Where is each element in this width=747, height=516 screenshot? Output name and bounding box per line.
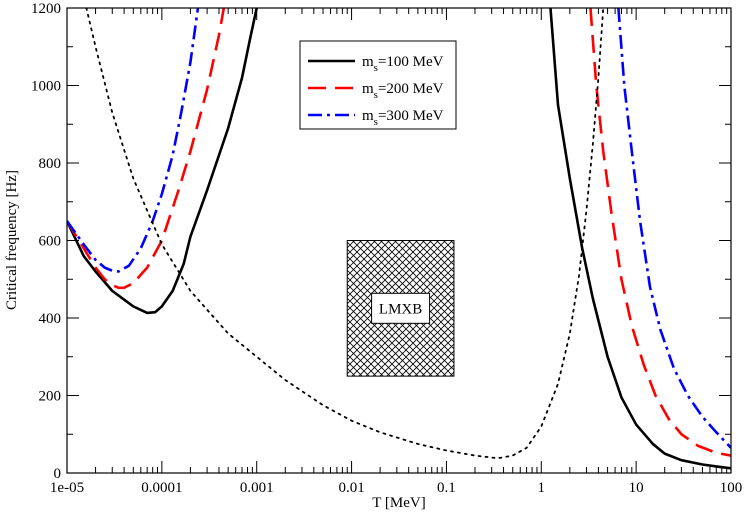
y-tick-label: 1000 — [31, 79, 61, 95]
lmxb-label-box — [371, 292, 431, 324]
x-tick-label: 10 — [629, 480, 644, 496]
x-tick-label: 0.0001 — [141, 480, 182, 496]
series-ms300-segment-0 — [67, 8, 200, 273]
series-ms100-segment-1 — [549, 8, 731, 470]
x-axis-label: T [MeV] — [372, 495, 425, 511]
y-tick-label: 200 — [39, 389, 62, 405]
legend-label-ms200: ms=200 MeV — [362, 81, 444, 101]
annotation-layer: LMXB — [346, 240, 455, 377]
x-tick-label: 100 — [720, 480, 743, 496]
y-tick-label: 800 — [39, 156, 62, 172]
series-ms200-segment-1 — [589, 8, 731, 457]
x-tick-label: 1e-05 — [50, 480, 84, 496]
x-tick-label: 0.01 — [338, 480, 364, 496]
y-tick-label: 1200 — [31, 1, 61, 17]
x-tick-label: 0.1 — [437, 480, 456, 496]
y-axis-label: Critical frequency [Hz] — [4, 170, 20, 310]
x-tick-label: 1 — [538, 480, 546, 496]
legend-box — [299, 40, 457, 130]
y-tick-label: 0 — [54, 466, 62, 482]
series-ms100-segment-0 — [67, 8, 258, 315]
legend: ms=100 MeV ms=200 MeV ms=300 MeV — [299, 40, 457, 130]
x-tick-label: 0.001 — [240, 480, 274, 496]
series-ms200-segment-0 — [67, 8, 226, 290]
series-ms300-segment-1 — [617, 8, 731, 449]
tick-layer: 1e-05 0.0001 0.001 0.01 0.1 1 10 10002004006008… — [31, 1, 742, 496]
y-tick-label: 400 — [39, 311, 62, 327]
lmxb-label: LMXB — [379, 301, 422, 317]
y-tick-label: 600 — [39, 234, 62, 250]
series-layer — [67, 8, 731, 470]
legend-label-ms300: ms=300 MeV — [362, 108, 444, 128]
series-dotted-curve-segment-0 — [85, 8, 605, 460]
legend-label-ms100: ms=100 MeV — [362, 54, 444, 74]
